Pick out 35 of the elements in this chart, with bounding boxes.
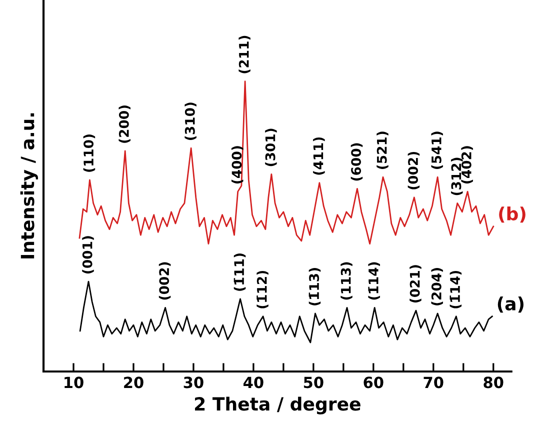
x-tick-label: 60: [364, 376, 384, 388]
x-tick-label: 30: [184, 376, 204, 388]
annotation: (301): [265, 128, 277, 166]
annotation: (001): [82, 236, 94, 274]
x-tick-label: 40: [244, 376, 264, 388]
annotation: (400): [231, 146, 244, 184]
annotation: (110): [83, 134, 96, 172]
x-tick-label: 50: [304, 376, 324, 388]
annotation: (1̄11): [234, 254, 246, 291]
y-axis-title: Intensity / a.u.: [20, 113, 38, 258]
annotation: (1̄14): [450, 270, 462, 308]
annotation: (1̄12): [256, 270, 268, 308]
annotation: (521): [376, 132, 388, 169]
annotation: (402): [461, 146, 473, 184]
x-tick-label: 80: [484, 376, 504, 388]
annotation: (1̄13): [308, 268, 321, 306]
x-axis-title: 2 Theta / degree: [195, 396, 360, 414]
series-label: (a): [498, 296, 524, 313]
annotation: (113): [340, 262, 352, 300]
annotation: (002): [158, 262, 171, 300]
annotation: (021): [410, 265, 422, 302]
series-label: (b): [499, 206, 526, 223]
annotation: (204): [431, 268, 443, 306]
x-tick-label: 20: [124, 376, 144, 388]
annotation: (211): [238, 36, 250, 74]
annotation: (312): [451, 158, 463, 196]
annotation: (200): [118, 106, 130, 143]
x-tick-label: 10: [64, 376, 84, 388]
annotation: (541): [431, 132, 443, 169]
annotation: (600): [350, 143, 363, 181]
x-tick-label: 70: [424, 376, 444, 388]
annotation: (310): [184, 102, 196, 140]
annotation: (411): [313, 137, 325, 175]
annotation: (1̄14): [368, 262, 380, 300]
annotation: (002): [408, 152, 420, 190]
